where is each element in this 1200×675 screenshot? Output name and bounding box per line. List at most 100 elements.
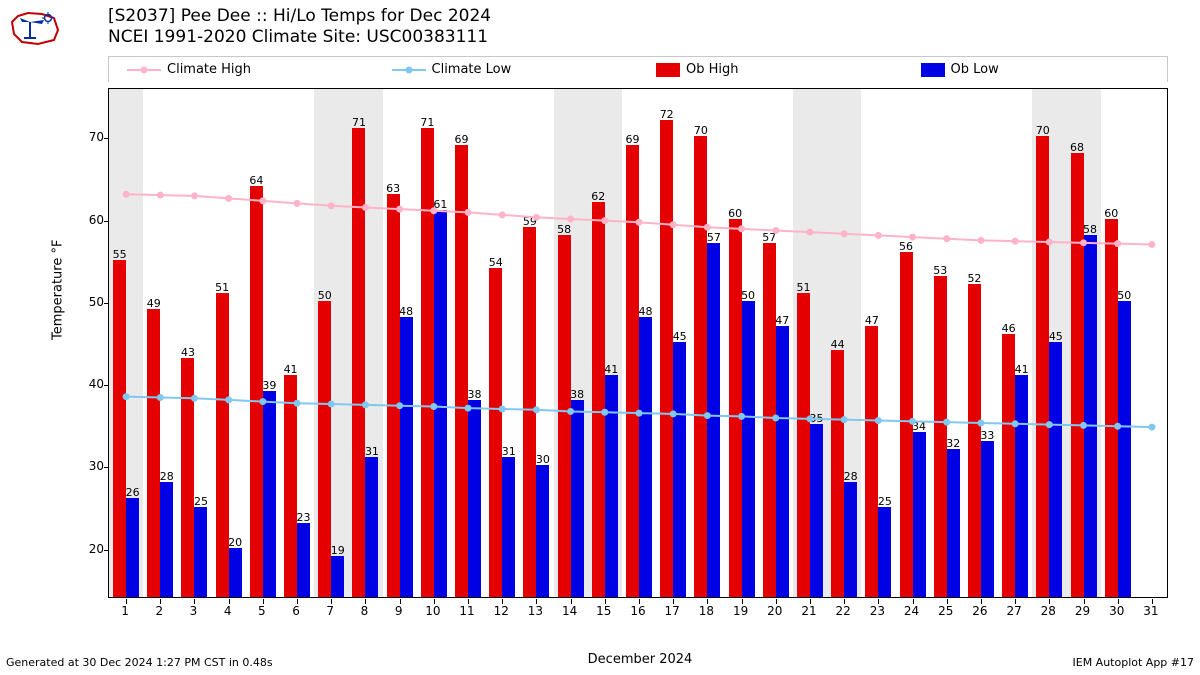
ob-low-bar (194, 507, 207, 597)
ob-low-bar (331, 556, 344, 597)
ob-high-bar (113, 260, 126, 597)
ob-high-label: 70 (694, 124, 708, 137)
ob-high-bar (523, 227, 536, 597)
x-tick: 14 (562, 604, 577, 618)
x-tick: 2 (155, 604, 163, 618)
ob-low-bar (913, 432, 926, 597)
ob-low-label: 25 (878, 495, 892, 508)
y-axis-label: Temperature °F (51, 240, 66, 340)
ob-high-bar (1071, 153, 1084, 597)
ob-low-label: 33 (980, 429, 994, 442)
x-tick: 12 (494, 604, 509, 618)
ob-high-label: 51 (215, 281, 229, 294)
ob-high-bar (694, 136, 707, 597)
ob-low-bar (742, 301, 755, 597)
ob-low-label: 28 (160, 470, 174, 483)
ob-high-label: 46 (1002, 322, 1016, 335)
ob-high-bar (865, 326, 878, 597)
ob-low-label: 19 (331, 544, 345, 557)
ob-low-label: 50 (1117, 289, 1131, 302)
ob-low-bar (639, 317, 652, 597)
ob-high-bar (763, 243, 776, 597)
x-tick: 16 (630, 604, 645, 618)
ob-high-bar (592, 202, 605, 597)
ob-high-label: 70 (1036, 124, 1050, 137)
x-tick: 27 (1006, 604, 1021, 618)
ob-low-label: 30 (536, 453, 550, 466)
ob-low-bar (1118, 301, 1131, 597)
ob-high-label: 43 (181, 346, 195, 359)
ob-low-bar (400, 317, 413, 597)
ob-low-bar (878, 507, 891, 597)
ob-high-bar (934, 276, 947, 597)
ob-high-label: 63 (386, 182, 400, 195)
ob-low-bar (1049, 342, 1062, 597)
ob-low-label: 38 (468, 388, 482, 401)
legend-label: Climate High (167, 62, 251, 77)
x-tick: 26 (972, 604, 987, 618)
ob-low-label: 61 (433, 198, 447, 211)
x-tick: 21 (801, 604, 816, 618)
x-tick: 13 (528, 604, 543, 618)
y-tick: 30 (74, 459, 104, 473)
ob-high-label: 57 (762, 231, 776, 244)
ob-high-bar (421, 128, 434, 597)
x-tick: 28 (1041, 604, 1056, 618)
ob-high-label: 52 (967, 272, 981, 285)
x-tick: 30 (1109, 604, 1124, 618)
x-tick: 3 (190, 604, 198, 618)
x-tick: 6 (292, 604, 300, 618)
ob-low-label: 31 (365, 445, 379, 458)
legend-ob-low: Ob Low (903, 62, 1168, 77)
x-tick: 5 (258, 604, 266, 618)
ob-low-bar (126, 498, 139, 597)
ob-high-label: 60 (1104, 207, 1118, 220)
ob-high-bar (284, 375, 297, 597)
y-tick: 40 (74, 377, 104, 391)
ob-high-label: 50 (318, 289, 332, 302)
legend: Climate High Climate Low Ob High Ob Low (108, 56, 1168, 82)
ob-high-label: 69 (626, 133, 640, 146)
ob-high-label: 71 (352, 116, 366, 129)
ob-high-bar (216, 293, 229, 597)
ob-high-label: 64 (249, 174, 263, 187)
title-line-1: [S2037] Pee Dee :: Hi/Lo Temps for Dec 2… (108, 6, 491, 27)
x-tick: 29 (1075, 604, 1090, 618)
ob-high-bar (1036, 136, 1049, 597)
ob-low-label: 35 (809, 412, 823, 425)
legend-climate-high: Climate High (109, 62, 374, 77)
ob-low-label: 50 (741, 289, 755, 302)
ob-high-label: 53 (933, 264, 947, 277)
ob-high-bar (797, 293, 810, 597)
ob-high-bar (147, 309, 160, 597)
ob-high-bar (729, 219, 742, 597)
ob-low-label: 20 (228, 536, 242, 549)
ob-high-label: 60 (728, 207, 742, 220)
ob-low-label: 31 (502, 445, 516, 458)
x-tick: 22 (836, 604, 851, 618)
x-tick: 20 (767, 604, 782, 618)
x-tick: 25 (938, 604, 953, 618)
x-tick: 10 (425, 604, 440, 618)
ob-low-bar (1015, 375, 1028, 597)
ob-low-label: 41 (604, 363, 618, 376)
ob-high-bar (489, 268, 502, 597)
ob-high-label: 56 (899, 240, 913, 253)
ob-low-bar (297, 523, 310, 597)
ob-low-bar (263, 391, 276, 597)
y-tick: 50 (74, 295, 104, 309)
title-line-2: NCEI 1991-2020 Climate Site: USC00383111 (108, 27, 491, 48)
ob-high-bar (387, 194, 400, 597)
ob-low-label: 23 (297, 511, 311, 524)
x-tick: 8 (361, 604, 369, 618)
ob-low-label: 34 (912, 420, 926, 433)
ob-high-label: 55 (113, 248, 127, 261)
ob-high-label: 68 (1070, 141, 1084, 154)
ob-low-label: 45 (1049, 330, 1063, 343)
x-tick: 9 (395, 604, 403, 618)
ob-low-label: 38 (570, 388, 584, 401)
ob-low-label: 25 (194, 495, 208, 508)
ob-low-bar (536, 465, 549, 597)
ob-high-bar (352, 128, 365, 597)
ob-low-bar (571, 400, 584, 597)
